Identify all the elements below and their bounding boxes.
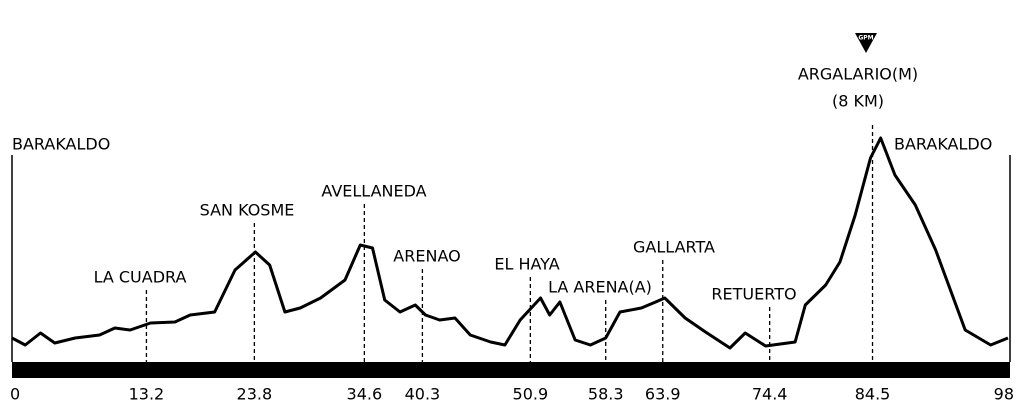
x-tick-label: 98 <box>994 385 1014 404</box>
x-tick-label: 0 <box>10 385 20 404</box>
x-tick-label: 13.2 <box>129 385 165 404</box>
place-label: AVELLANEDA <box>321 182 426 201</box>
profile-line <box>11 136 1009 350</box>
base-band <box>12 362 1010 378</box>
gpm-triangle <box>855 33 877 53</box>
place-label: BARAKALDO <box>894 135 992 154</box>
place-label: LA CUADRA <box>94 268 187 287</box>
place-label: ARENAO <box>393 247 460 266</box>
x-tick-label: 34.6 <box>347 385 383 404</box>
x-tick-label: 63.9 <box>645 385 681 404</box>
place-label: RETUERTO <box>711 285 796 304</box>
place-label: ARGALARIO(M) <box>798 65 918 84</box>
place-label: EL HAYA <box>494 255 559 274</box>
place-label: BARAKALDO <box>12 135 110 154</box>
place-note: (8 KM) <box>832 92 884 111</box>
x-tick-label: 58.3 <box>588 385 624 404</box>
gpm-label: GPM <box>858 35 873 42</box>
place-label: LA ARENA(A) <box>548 278 652 297</box>
x-tick-label: 23.8 <box>237 385 273 404</box>
x-tick-label: 50.9 <box>513 385 549 404</box>
x-tick-label: 84.5 <box>855 385 891 404</box>
x-tick-label: 74.4 <box>752 385 788 404</box>
x-tick-label: 40.3 <box>405 385 441 404</box>
place-label: SAN KOSME <box>200 201 295 220</box>
place-label: GALLARTA <box>633 238 715 257</box>
